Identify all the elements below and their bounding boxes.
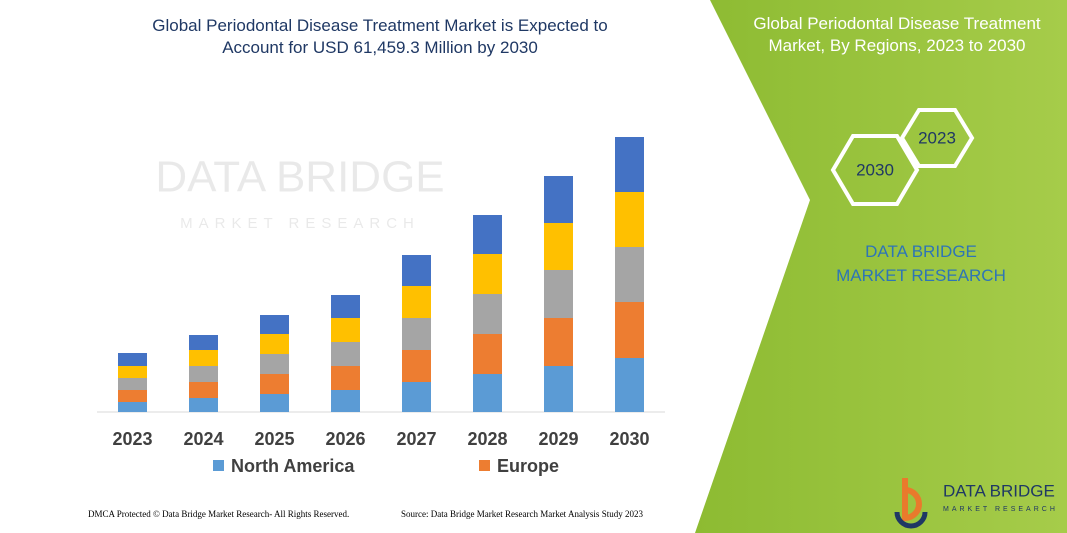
bar-segment bbox=[615, 247, 644, 302]
bar-segment bbox=[331, 342, 360, 366]
footer-copyright: DMCA Protected © Data Bridge Market Rese… bbox=[88, 509, 349, 519]
bar-segment bbox=[544, 223, 573, 270]
bar-segment bbox=[189, 350, 218, 366]
x-tick-label: 2023 bbox=[112, 429, 152, 449]
bar-segment bbox=[402, 318, 431, 350]
bar-segment bbox=[189, 366, 218, 382]
watermark-subtitle: MARKET RESEARCH bbox=[180, 215, 420, 232]
bar-segment bbox=[615, 302, 644, 358]
bar-segment bbox=[118, 378, 147, 390]
panel-title: Global Periodontal Disease Treatment Mark… bbox=[753, 14, 1041, 55]
bar-segment bbox=[189, 382, 218, 398]
bar-segment bbox=[473, 215, 502, 254]
bar-segment bbox=[260, 374, 289, 394]
bar-segment bbox=[615, 192, 644, 247]
bar-segment bbox=[402, 350, 431, 382]
logo-subtitle: MARKET RESEARCH bbox=[943, 506, 1058, 513]
bar-segment bbox=[189, 398, 218, 412]
logo: DATA BRIDGE MARKET RESEARCH bbox=[894, 478, 1058, 529]
bar-segment bbox=[473, 294, 502, 334]
bar-segment bbox=[118, 366, 147, 378]
hexagon-label: 2023 bbox=[918, 128, 956, 147]
bar-segment bbox=[260, 315, 289, 334]
bar-segment bbox=[402, 286, 431, 318]
legend-label: Europe bbox=[497, 456, 559, 476]
x-tick-label: 2030 bbox=[609, 429, 649, 449]
watermark: DATA BRIDGE MARKET RESEARCH bbox=[155, 153, 444, 232]
x-tick-label: 2025 bbox=[254, 429, 294, 449]
bar-segment bbox=[615, 137, 644, 192]
hexagon bbox=[899, 108, 975, 168]
bar-segment bbox=[544, 318, 573, 366]
bar-segment bbox=[544, 270, 573, 318]
bar-segment bbox=[189, 335, 218, 350]
bar-segment bbox=[473, 254, 502, 294]
text-line: Account for USD 61,459.3 Million by 2030 bbox=[222, 38, 538, 57]
hexagon bbox=[830, 134, 920, 206]
bar-segment bbox=[260, 354, 289, 374]
bar-segment bbox=[260, 334, 289, 354]
legend-swatch bbox=[479, 460, 490, 471]
text-line: Global Periodontal Disease Treatment Mar… bbox=[152, 16, 607, 35]
bar-segment bbox=[118, 402, 147, 412]
bar-segment bbox=[473, 374, 502, 412]
x-tick-label: 2027 bbox=[396, 429, 436, 449]
x-tick-label: 2029 bbox=[538, 429, 578, 449]
text-line: DATA BRIDGE bbox=[865, 242, 977, 261]
panel-brand: DATA BRIDGE MARKET RESEARCH bbox=[836, 242, 1006, 285]
x-tick-label: 2026 bbox=[325, 429, 365, 449]
text-line: Global Periodontal Disease Treatment bbox=[753, 14, 1041, 33]
legend-swatch bbox=[213, 460, 224, 471]
bar-segment bbox=[331, 390, 360, 412]
x-tick-label: 2024 bbox=[183, 429, 223, 449]
legend-label: North America bbox=[231, 456, 355, 476]
bar-segment bbox=[260, 394, 289, 412]
bar-segment bbox=[118, 390, 147, 402]
bar-segment bbox=[615, 358, 644, 412]
bar-segment bbox=[331, 366, 360, 390]
bar-segment bbox=[118, 353, 147, 366]
bar-segment bbox=[331, 318, 360, 342]
logo-mark bbox=[894, 511, 928, 529]
text-line: MARKET RESEARCH bbox=[836, 266, 1006, 285]
watermark-title: DATA BRIDGE bbox=[155, 153, 444, 202]
chart-title-line: Global Periodontal Disease Treatment Mar… bbox=[152, 16, 607, 57]
bar-segment bbox=[402, 382, 431, 412]
bar-segment bbox=[331, 295, 360, 318]
side-panel bbox=[695, 0, 1067, 533]
bar-segment bbox=[544, 176, 573, 223]
x-tick-label: 2028 bbox=[467, 429, 507, 449]
bar-segment bbox=[473, 334, 502, 374]
bar-segment bbox=[544, 366, 573, 412]
footer-source: Source: Data Bridge Market Research Mark… bbox=[401, 509, 643, 519]
text-line: Market, By Regions, 2023 to 2030 bbox=[768, 36, 1025, 55]
logo-mark bbox=[902, 478, 922, 522]
bar-segment bbox=[402, 255, 431, 286]
logo-title: DATA BRIDGE bbox=[943, 481, 1055, 500]
hexagon-label: 2030 bbox=[856, 160, 894, 179]
